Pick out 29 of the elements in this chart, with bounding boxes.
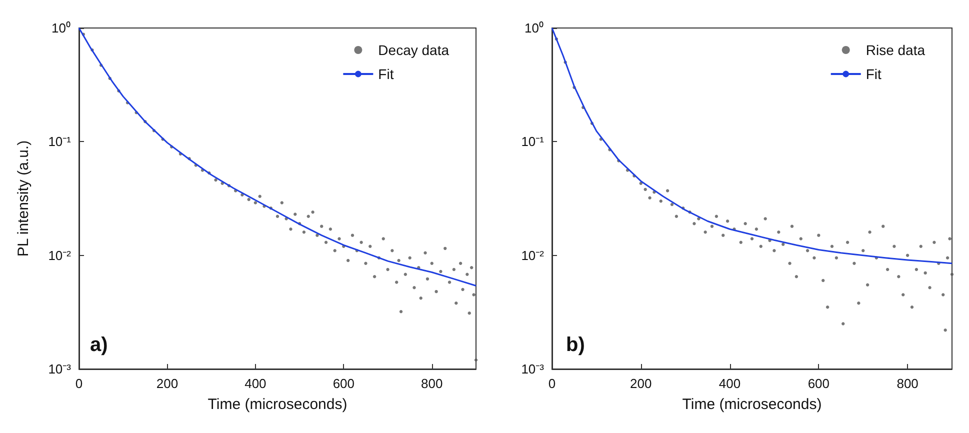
legend-label: Fit [866, 66, 882, 82]
x-axis-title: Time (microseconds) [208, 396, 348, 413]
y-tick-label: 10⁻³ [48, 362, 72, 376]
line-series [551, 27, 953, 264]
x-tick-label: 800 [896, 376, 918, 391]
annotation: b) [566, 334, 585, 356]
x-tick-label: 600 [332, 376, 355, 391]
annotation: a) [90, 334, 108, 356]
x-tick-label: 400 [718, 376, 741, 391]
y-tick-label: 10⁻² [521, 248, 545, 263]
y-tick-label: 10⁻³ [521, 362, 545, 376]
x-axis-title: Time (microseconds) [682, 396, 822, 413]
y-tick-label: 10⁻¹ [48, 134, 72, 150]
x-tick-label: 0 [548, 376, 556, 391]
y-tick-label: 10⁰ [524, 20, 544, 36]
y-tick-label: 10⁻² [48, 248, 72, 263]
y-tick-label: 10⁰ [52, 20, 71, 36]
line-series [78, 27, 477, 286]
legend-label: Fit [378, 66, 394, 82]
x-tick-label: 400 [244, 376, 266, 391]
y-tick-label: 10⁻¹ [521, 134, 545, 150]
legend-label: Rise data [866, 42, 926, 58]
x-tick-label: 800 [421, 376, 443, 391]
x-tick-label: 0 [75, 376, 83, 391]
x-tick-label: 600 [808, 376, 830, 391]
legend-label: Decay data [378, 42, 450, 58]
x-tick-label: 200 [630, 376, 652, 391]
x-tick-label: 200 [156, 376, 178, 391]
y-axis-title: PL intensity (a.u.) [15, 140, 32, 257]
